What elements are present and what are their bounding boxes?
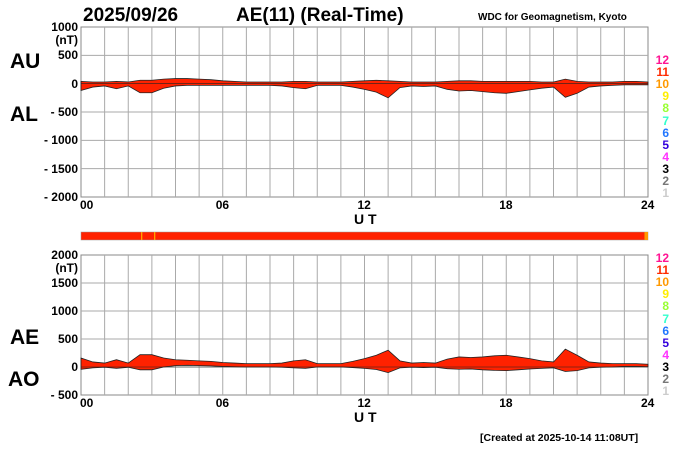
x-tick-label: 12 <box>357 198 371 212</box>
station-count-bar <box>80 231 649 241</box>
station-legend-3: 3 <box>662 359 669 374</box>
station-legend-8: 8 <box>662 299 669 314</box>
y-tick-label: - 2000 <box>43 190 78 204</box>
au-label: AU <box>10 50 41 73</box>
station-legend-2: 2 <box>662 174 669 188</box>
y-tick-label: 2000 <box>51 248 78 262</box>
station-legend-9: 9 <box>662 89 669 104</box>
station-legend-7: 7 <box>662 311 669 326</box>
station-legend-1: 1 <box>662 384 669 399</box>
x-tick-label: 24 <box>641 198 655 212</box>
x-tick-label: 06 <box>215 198 230 212</box>
al-label: AL <box>10 103 38 126</box>
y-tick-label: - 500 <box>50 105 78 119</box>
y-tick-label: - 1000 <box>43 133 78 148</box>
y-tick-label: 500 <box>57 48 78 63</box>
station-legend-11: 11 <box>656 65 669 80</box>
x-tick-label: 06 <box>215 396 230 410</box>
station-legend-12: 12 <box>655 251 669 265</box>
x-tick-label: 12 <box>357 396 371 410</box>
station-legend-7: 7 <box>662 113 669 128</box>
created-timestamp: [Created at 2025-10-14 11:08UT] <box>480 432 639 444</box>
x-label-top: U T <box>354 211 377 227</box>
station-legend-10: 10 <box>655 275 669 290</box>
station-legend-6: 6 <box>662 125 669 140</box>
source-label: WDC for Geomagnetism, Kyoto <box>478 12 627 23</box>
y-tick-label: 0 <box>71 76 78 91</box>
y-tick-label: 1500 <box>51 276 78 290</box>
y-tick-label: - 1500 <box>43 161 78 176</box>
x-tick-label: 24 <box>641 396 655 410</box>
station-count-marker <box>644 232 648 240</box>
station-legend-12: 12 <box>655 53 669 67</box>
x-tick-label: 00 <box>80 198 94 212</box>
y-tick-label: 1000 <box>51 20 78 34</box>
ao-label: AO <box>8 368 40 391</box>
station-legend-3: 3 <box>662 161 669 176</box>
station-legend-5: 5 <box>662 137 669 152</box>
station-legend-11: 11 <box>656 263 669 278</box>
y-tick-label: 500 <box>57 332 78 346</box>
station-count-marker <box>154 232 156 240</box>
station-legend-4: 4 <box>662 149 669 164</box>
x-tick-label: 18 <box>499 198 513 212</box>
x-tick-label: 00 <box>80 396 94 410</box>
station-legend-8: 8 <box>662 101 669 116</box>
y-unit-top: (nT) <box>55 33 78 47</box>
x-tick-label: 18 <box>499 396 513 410</box>
station-legend-6: 6 <box>662 323 669 338</box>
plot-title: AE(11) (Real-Time) <box>236 5 404 26</box>
station-legend-5: 5 <box>662 335 669 350</box>
plot-date: 2025/09/26 <box>83 5 179 26</box>
station-count-marker <box>141 232 143 240</box>
station-legend-1: 1 <box>662 186 669 201</box>
station-legend-2: 2 <box>662 372 669 386</box>
y-tick-label: 1000 <box>51 304 78 318</box>
station-legend-4: 4 <box>662 347 669 362</box>
y-unit-bottom: (nT) <box>55 261 78 275</box>
y-tick-label: - 500 <box>50 388 78 402</box>
y-tick-label: 0 <box>71 360 78 374</box>
ae-label: AE <box>10 326 40 349</box>
x-label-bottom: U T <box>354 409 377 425</box>
station-legend-9: 9 <box>662 287 669 302</box>
station-legend-10: 10 <box>655 77 669 92</box>
